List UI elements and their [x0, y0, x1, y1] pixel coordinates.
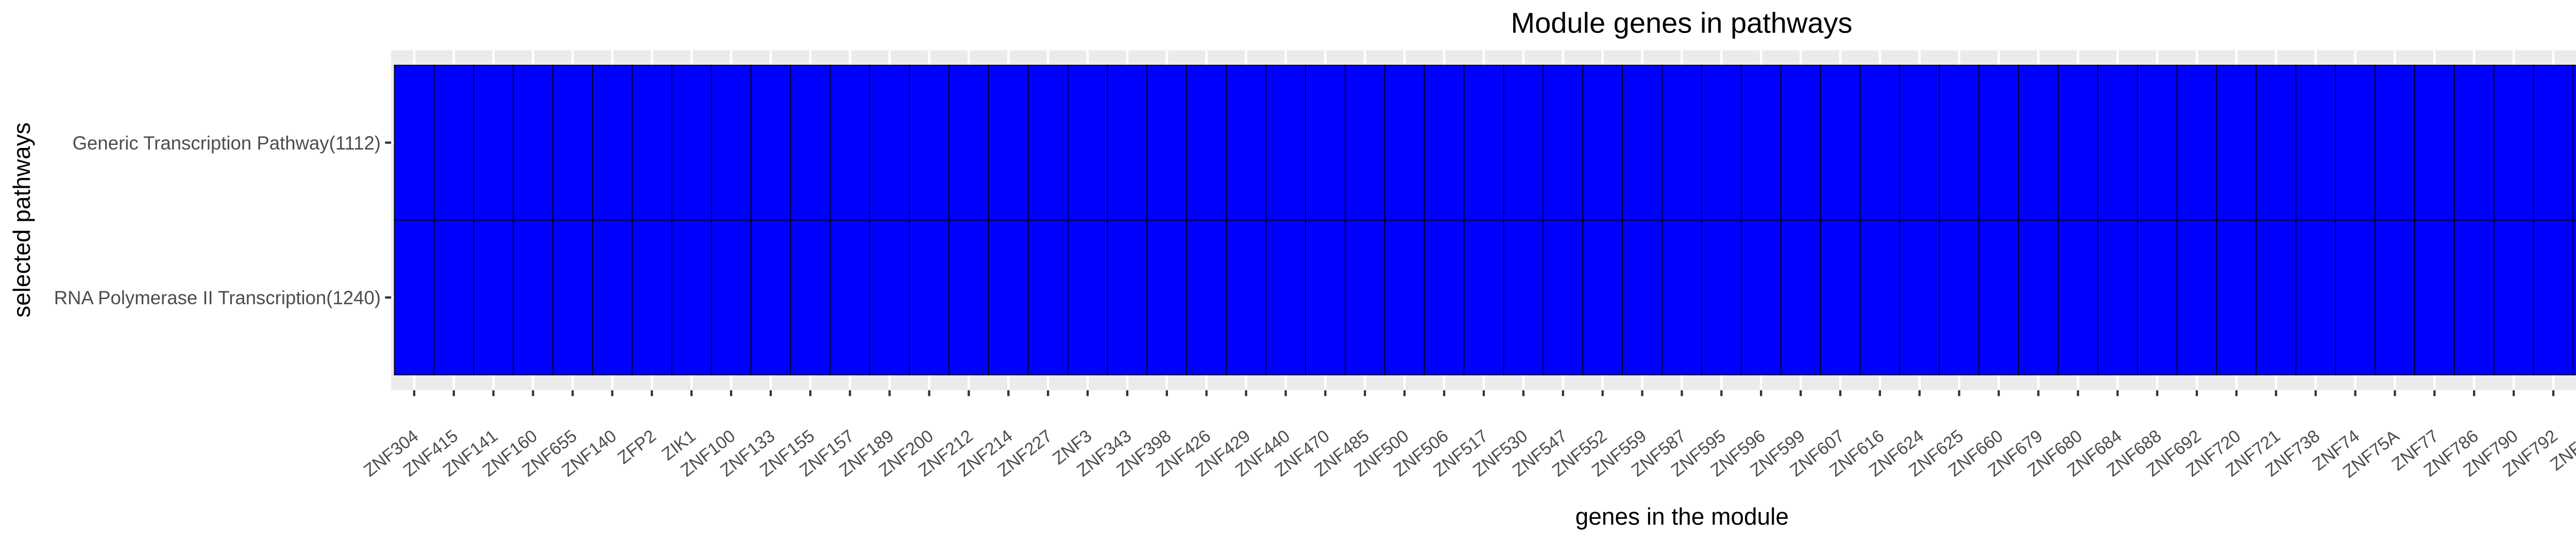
svg-text:genes in the module: genes in the module [1575, 503, 1789, 530]
svg-text:selected pathways: selected pathways [8, 122, 35, 317]
svg-text:Module genes in pathways: Module genes in pathways [1511, 7, 1852, 39]
svg-text:RNA Polymerase II Transcriptio: RNA Polymerase II Transcription(1240) [54, 287, 381, 308]
svg-text:Generic Transcription Pathway(: Generic Transcription Pathway(1112) [73, 133, 381, 154]
